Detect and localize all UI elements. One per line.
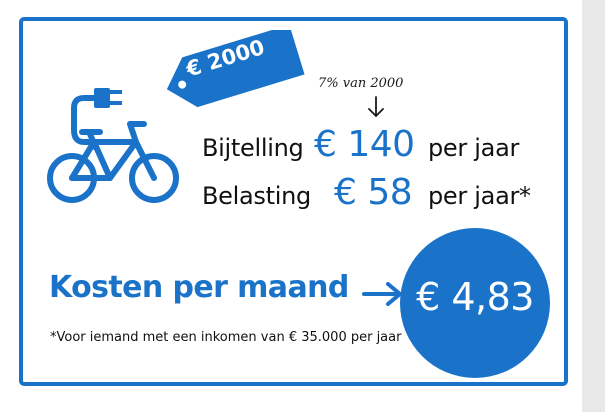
belasting-amount: € 58 [334, 172, 413, 213]
belasting-label: Belasting [202, 182, 311, 210]
total-amount: € 4,83 [416, 275, 534, 319]
total-amount-circle: € 4,83 [400, 228, 550, 378]
belasting-suffix: per jaar* [428, 182, 531, 210]
arrow-down-icon [368, 96, 384, 117]
plug-icon [94, 88, 122, 108]
bijtelling-suffix: per jaar [428, 134, 520, 162]
background-edge [582, 0, 605, 412]
electric-bike-icon [47, 88, 179, 203]
front-wheel [129, 153, 179, 203]
bijtelling-label: Bijtelling [202, 134, 304, 162]
plug-cable [71, 95, 121, 145]
bijtelling-amount: € 140 [314, 124, 415, 165]
total-label: Kosten per maand [49, 270, 349, 305]
percentage-note: 7% van 2000 [318, 76, 404, 91]
footnote: *Voor iemand met een inkomen van € 35.00… [50, 330, 402, 345]
price-tag-icon [166, 30, 305, 108]
arrow-right-icon [362, 282, 402, 306]
